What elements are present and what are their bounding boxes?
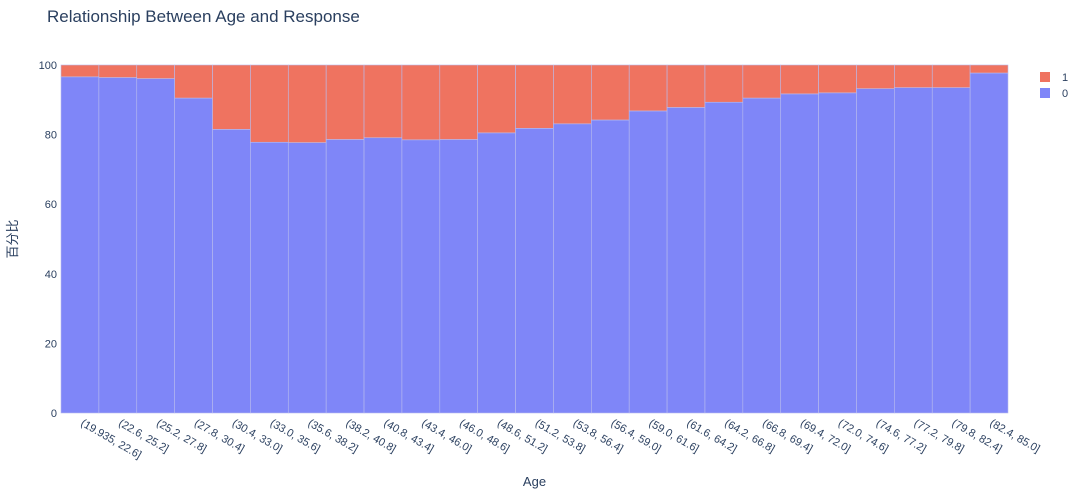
chart-title: Relationship Between Age and Response — [47, 7, 360, 26]
y-tick-label: 0 — [51, 408, 57, 420]
y-tick-label: 20 — [45, 338, 57, 350]
bar-series-1[interactable] — [477, 64, 516, 134]
bar-series-0[interactable] — [780, 93, 819, 414]
bar-series-1[interactable] — [856, 64, 895, 89]
bar-series-1[interactable] — [628, 64, 668, 112]
bar-series-1[interactable] — [591, 64, 630, 121]
bar-series-1[interactable] — [742, 64, 782, 99]
x-axis-title: Age — [523, 474, 546, 489]
bar-series-0[interactable] — [818, 92, 857, 414]
legend-item-1[interactable]: 1 — [1040, 72, 1068, 84]
bar-series-1[interactable] — [60, 64, 100, 78]
bar-series-0[interactable] — [98, 77, 138, 414]
y-axis-title: 百分比 — [5, 219, 20, 258]
bar-series-1[interactable] — [818, 64, 857, 94]
bar-series-0[interactable] — [477, 132, 516, 414]
bar-series-1[interactable] — [287, 64, 327, 143]
bar-series-1[interactable] — [401, 64, 441, 141]
bar-series-1[interactable] — [969, 64, 1009, 74]
bar-series-0[interactable] — [515, 128, 554, 414]
bar-series-1[interactable] — [363, 64, 403, 139]
bar-series-0[interactable] — [628, 110, 668, 414]
bars — [60, 64, 1009, 414]
bar-series-1[interactable] — [250, 64, 289, 143]
bar-series-0[interactable] — [666, 107, 706, 414]
bar-series-1[interactable] — [553, 64, 592, 125]
bar-series-0[interactable] — [969, 72, 1009, 414]
bar-series-0[interactable] — [553, 123, 592, 414]
legend-swatch — [1040, 72, 1050, 82]
x-axis-ticks: (19.935, 22.6](22.6, 25.2](25.2, 27.8](2… — [78, 417, 1041, 461]
bar-series-1[interactable] — [704, 64, 744, 103]
bar-series-0[interactable] — [325, 139, 365, 414]
bar-series-0[interactable] — [363, 137, 403, 414]
bar-series-0[interactable] — [174, 97, 213, 414]
y-tick-label: 100 — [39, 60, 57, 72]
bar-series-0[interactable] — [931, 87, 971, 414]
bar-series-0[interactable] — [287, 142, 327, 414]
bar-series-0[interactable] — [856, 88, 895, 414]
y-tick-label: 40 — [45, 269, 57, 281]
bar-series-0[interactable] — [212, 129, 251, 414]
bar-series-1[interactable] — [136, 64, 175, 79]
bar-series-0[interactable] — [894, 87, 933, 414]
y-tick-label: 80 — [45, 130, 57, 142]
bar-series-1[interactable] — [894, 64, 933, 88]
bar-series-1[interactable] — [515, 64, 554, 129]
legend[interactable]: 10 — [1040, 72, 1068, 100]
y-tick-label: 60 — [45, 199, 57, 211]
bar-series-0[interactable] — [591, 119, 630, 414]
bar-series-1[interactable] — [325, 64, 365, 140]
bar-series-0[interactable] — [439, 139, 478, 414]
bar-series-1[interactable] — [439, 64, 478, 140]
bar-series-1[interactable] — [931, 64, 971, 88]
legend-swatch — [1040, 88, 1050, 98]
bar-series-1[interactable] — [174, 64, 213, 99]
legend-label: 1 — [1062, 72, 1068, 84]
bar-series-0[interactable] — [136, 78, 175, 414]
bar-series-1[interactable] — [666, 64, 706, 108]
bar-series-0[interactable] — [250, 141, 289, 414]
bar-series-0[interactable] — [401, 139, 441, 414]
bar-series-0[interactable] — [742, 97, 782, 414]
bar-series-1[interactable] — [780, 64, 819, 95]
bar-series-1[interactable] — [212, 64, 251, 130]
y-axis-ticks: 0 20 40 60 80 100 — [39, 60, 57, 420]
legend-label: 0 — [1062, 88, 1068, 100]
bar-series-0[interactable] — [60, 76, 100, 414]
bar-series-0[interactable] — [704, 101, 744, 414]
legend-item-0[interactable]: 0 — [1040, 88, 1068, 100]
bar-series-1[interactable] — [98, 64, 138, 78]
